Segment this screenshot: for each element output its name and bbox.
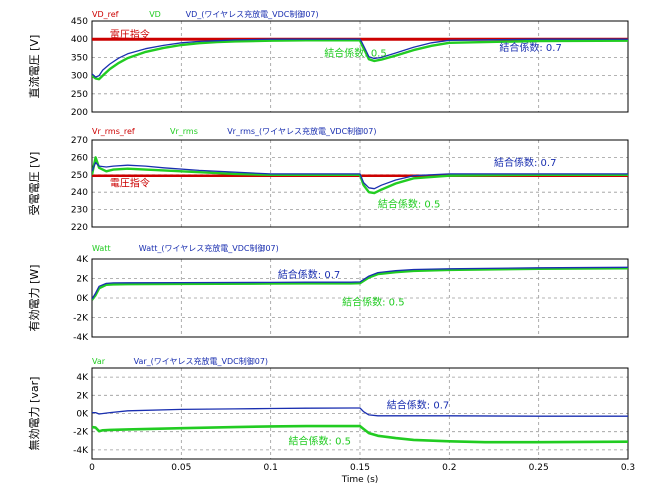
- annotation-label: 結合係数: 0.7: [494, 156, 556, 169]
- y-axis-label: 有効電力 [W]: [27, 265, 41, 332]
- y-tick-label: 350: [71, 53, 88, 63]
- annotation-label: 結合係数: 0.5: [378, 198, 440, 211]
- legend-entry: VD: [149, 10, 161, 19]
- series-line-1: [92, 267, 628, 301]
- plot-frame: [91, 139, 629, 228]
- y-tick-label: 4K: [76, 255, 89, 265]
- legend-entry: Var: [92, 357, 106, 366]
- y-tick-label: -4K: [73, 446, 89, 456]
- y-tick-label: 220: [71, 223, 88, 233]
- y-axis-label: 無効電力 [var]: [27, 377, 41, 451]
- series-line-2: [92, 156, 628, 195]
- y-tick-label: -2K: [73, 314, 89, 324]
- annotation-label: 結合係数: 0.7: [278, 268, 340, 281]
- x-tick-label: 0.05: [171, 463, 191, 473]
- annotation-label: 結合係数: 0.5: [324, 47, 386, 60]
- y-axis-label: 直流電圧 [V]: [27, 35, 41, 99]
- x-axis-label: Time (s): [341, 475, 379, 485]
- legend-entry: Var_(ワイヤレス充放電_VDC制御07): [134, 356, 268, 366]
- plot-frame: [91, 367, 629, 460]
- annotation-label: 電圧指令: [110, 28, 150, 41]
- annotation-label: 結合係数: 0.5: [289, 434, 351, 447]
- y-tick-label: 260: [71, 153, 88, 163]
- y-tick-label: 230: [71, 206, 88, 216]
- legend-entry: Vr_rms_ref: [92, 127, 135, 136]
- series-line-3: [92, 161, 628, 190]
- legend-entry: VD_(ワイヤレス充放電_VDC制御07): [186, 9, 319, 19]
- x-tick-label: 0.2: [442, 463, 456, 473]
- y-tick-label: 4K: [76, 373, 89, 383]
- x-tick-label: 0.3: [621, 463, 635, 473]
- annotation-label: 結合係数: 0.5: [342, 295, 404, 308]
- y-tick-label: 270: [71, 136, 88, 146]
- series-group: [92, 407, 628, 444]
- y-tick-label: 0K: [76, 294, 89, 304]
- series-group: [92, 37, 628, 81]
- y-tick-label: 2K: [76, 391, 89, 401]
- y-tick-label: 240: [71, 188, 88, 198]
- legend-entry: VD_ref: [92, 10, 119, 19]
- legend-entry: Watt_(ワイヤレス充放電_VDC制御07): [139, 243, 279, 253]
- annotation-label: 結合係数: 0.7: [499, 41, 561, 54]
- annotation-label: 結合係数: 0.7: [387, 398, 449, 411]
- series-line-2: [92, 407, 628, 417]
- y-tick-label: 400: [71, 35, 88, 45]
- legend-entry: Vr_rms_(ワイヤレス充放電_VDC制御07): [227, 126, 376, 136]
- y-tick-label: 250: [71, 90, 88, 100]
- series-line-2: [92, 266, 628, 300]
- x-tick-label: 0.25: [529, 463, 549, 473]
- x-tick-label: 0: [89, 463, 95, 473]
- series-line-2: [92, 39, 628, 81]
- x-tick-label: 0.1: [264, 463, 278, 473]
- y-tick-label: 450: [71, 17, 88, 27]
- legend-entry: Watt: [92, 244, 111, 253]
- y-tick-label: -4K: [73, 333, 89, 343]
- y-tick-label: 0K: [76, 410, 89, 420]
- y-axis-label: 受電電圧 [V]: [28, 152, 41, 216]
- annotation-label: 電圧指令: [110, 177, 150, 190]
- y-tick-label: 200: [71, 108, 88, 118]
- x-tick-label: 0.15: [350, 463, 370, 473]
- series-group: [92, 156, 628, 195]
- series-line-1: [92, 424, 628, 444]
- y-tick-label: -2K: [73, 428, 89, 438]
- series-line-3: [92, 38, 628, 78]
- legend-entry: Vr_rms: [170, 127, 198, 136]
- y-tick-label: 2K: [76, 275, 89, 285]
- plot-frame: [91, 20, 629, 113]
- series-group: [92, 266, 628, 301]
- y-tick-label: 250: [71, 171, 88, 181]
- y-tick-label: 300: [71, 72, 88, 82]
